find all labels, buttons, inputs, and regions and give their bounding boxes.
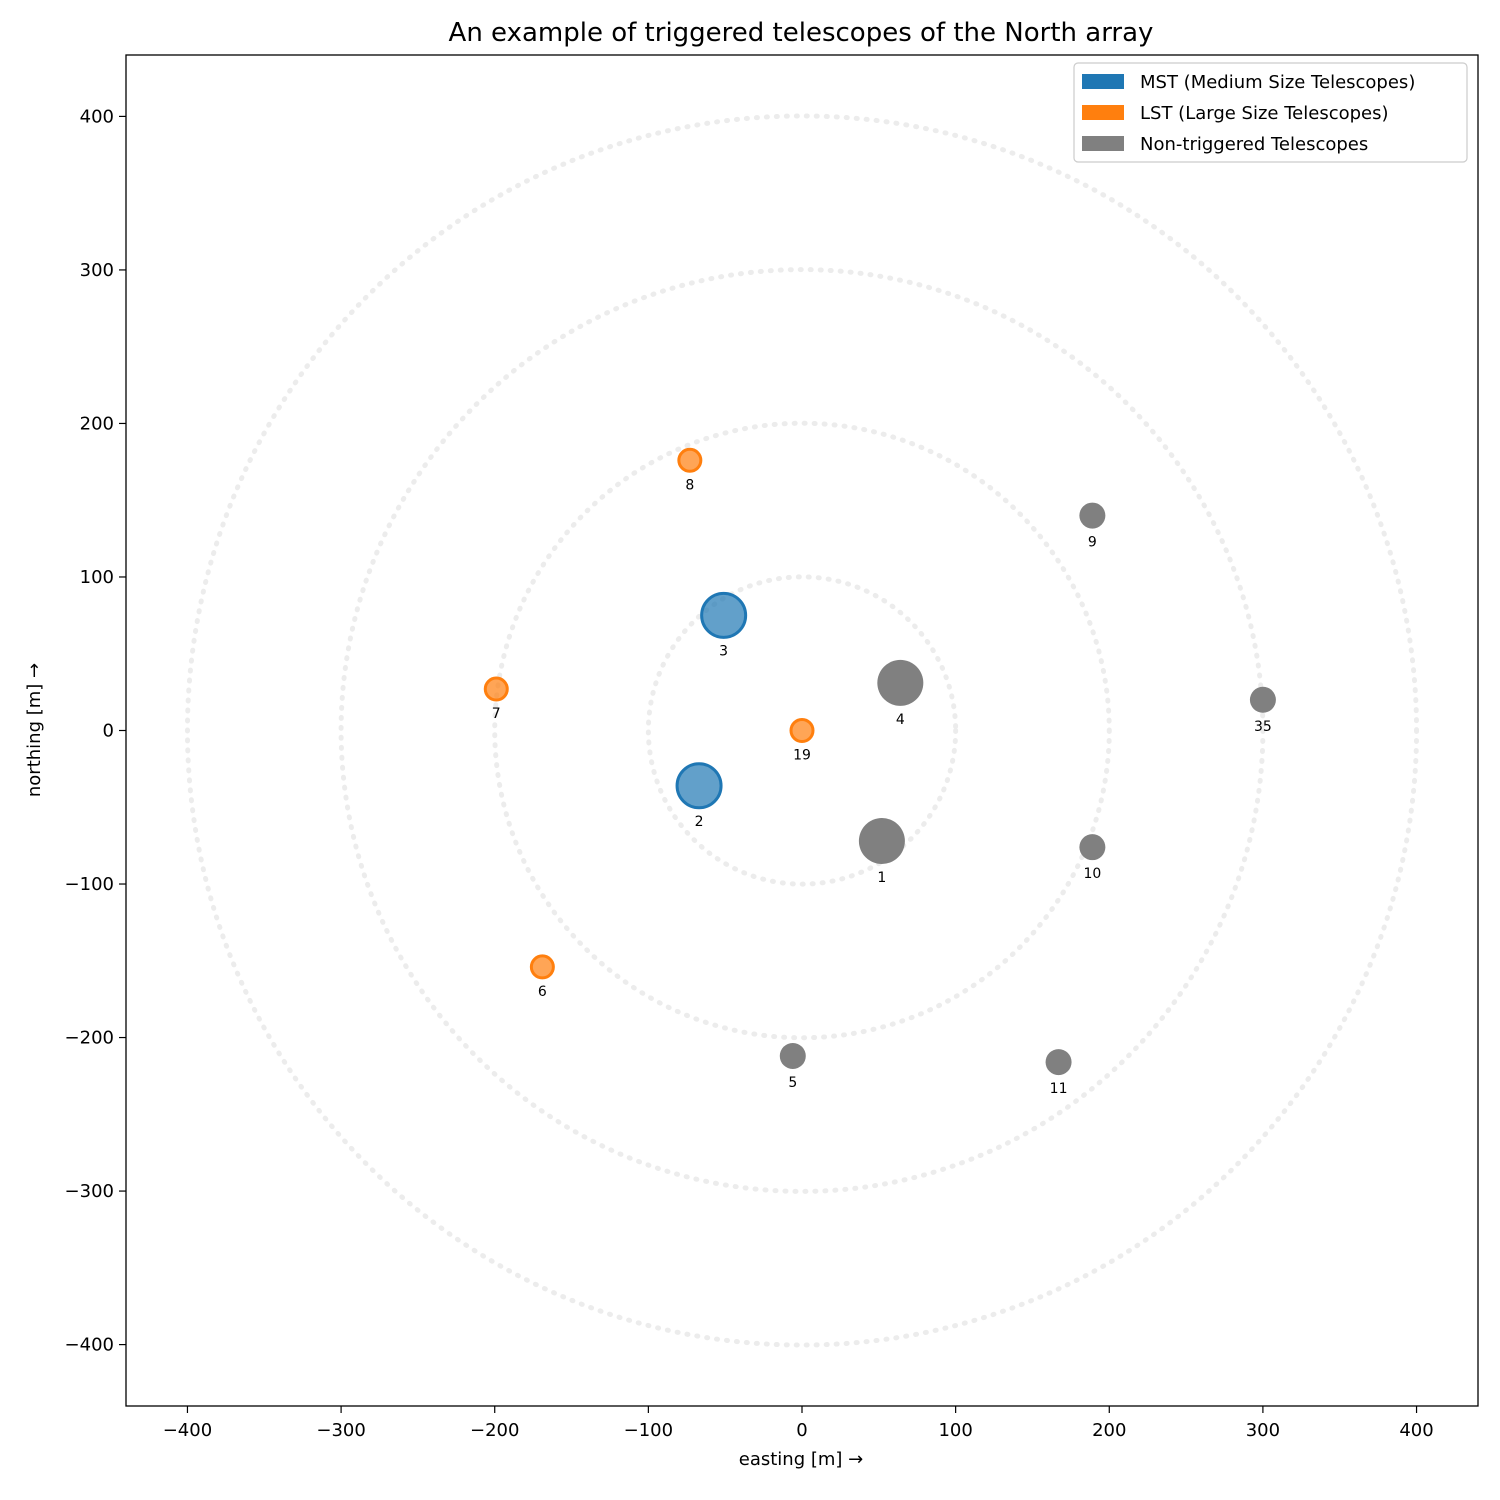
legend-label-nt: Non-triggered Telescopes [1140,134,1368,155]
x-axis-ticks: −400 −300 −200 −100 0 100 200 300 400 [163,1406,1434,1441]
legend-box [1073,62,1468,163]
telescope-point-3 [700,591,748,639]
x-tick-label: 100 [938,1420,972,1441]
telescope-label-4: 4 [896,712,905,728]
telescope-point-2 [675,762,723,810]
telescope-labels: 1 2 3 4 5 6 7 8 9 10 11 19 35 [492,477,1272,1097]
reference-circle-r100 [645,574,959,887]
telescope-point-10 [1079,834,1106,861]
telescope-point-8 [677,447,703,473]
telescope-label-8: 8 [685,477,694,493]
x-tick-label: −400 [163,1420,212,1441]
telescope-points [483,447,1276,1076]
reference-circles [184,113,1420,1348]
telescope-label-11: 11 [1050,1081,1068,1097]
telescope-label-5: 5 [788,1075,797,1091]
telescope-label-9: 9 [1088,535,1097,551]
telescope-label-6: 6 [538,984,547,1000]
telescope-label-10: 10 [1083,866,1101,882]
telescope-point-6 [529,954,555,980]
y-tick-label: −100 [65,874,114,895]
telescope-point-1 [858,818,905,865]
x-tick-label: 0 [796,1420,807,1441]
telescope-label-7: 7 [492,706,501,722]
legend-label-lst: LST (Large Size Telescopes) [1140,103,1389,124]
y-tick-label: −400 [65,1335,114,1356]
telescope-point-4 [877,659,924,706]
telescope-label-35: 35 [1254,719,1272,735]
y-tick-label: 300 [80,260,114,281]
telescope-point-7 [483,676,509,702]
y-tick-label: 0 [103,721,114,742]
x-tick-label: 300 [1246,1420,1280,1441]
telescope-point-5 [779,1042,806,1069]
y-axis-ticks: −400 −300 −200 −100 0 100 200 300 400 [65,106,126,1356]
x-tick-label: −200 [470,1420,519,1441]
x-axis-label: easting [m] → [739,1449,863,1470]
telescope-point-35 [1249,686,1276,713]
x-tick-label: −300 [316,1420,365,1441]
y-tick-label: −300 [65,1181,114,1202]
legend-swatch-lst [1082,105,1124,120]
telescope-point-19 [789,718,815,743]
telescope-label-2: 2 [695,814,704,830]
reference-circle-r400 [184,113,1420,1348]
x-tick-label: 200 [1092,1420,1126,1441]
telescope-point-9 [1079,502,1106,529]
y-tick-label: 100 [80,567,114,588]
x-tick-label: 400 [1399,1420,1433,1441]
legend: MST (Medium Size Telescopes) LST (Large S… [1073,62,1468,163]
y-tick-label: 200 [80,413,114,434]
y-tick-label: −200 [65,1028,114,1049]
legend-swatch-nt [1082,136,1124,151]
chart-title: An example of triggered telescopes of th… [449,18,1154,48]
telescope-label-1: 1 [877,870,886,886]
legend-label-mst: MST (Medium Size Telescopes) [1140,72,1415,93]
telescope-label-19: 19 [793,748,811,764]
legend-swatch-mst [1082,74,1124,89]
reference-circle-r300 [338,267,1266,1194]
telescope-point-11 [1045,1049,1072,1076]
y-tick-label: 400 [80,106,114,127]
telescope-label-3: 3 [719,643,728,659]
reference-circle-r200 [492,420,1112,1041]
x-tick-label: −100 [624,1420,673,1441]
y-axis-label: northing [m] → [24,663,45,797]
